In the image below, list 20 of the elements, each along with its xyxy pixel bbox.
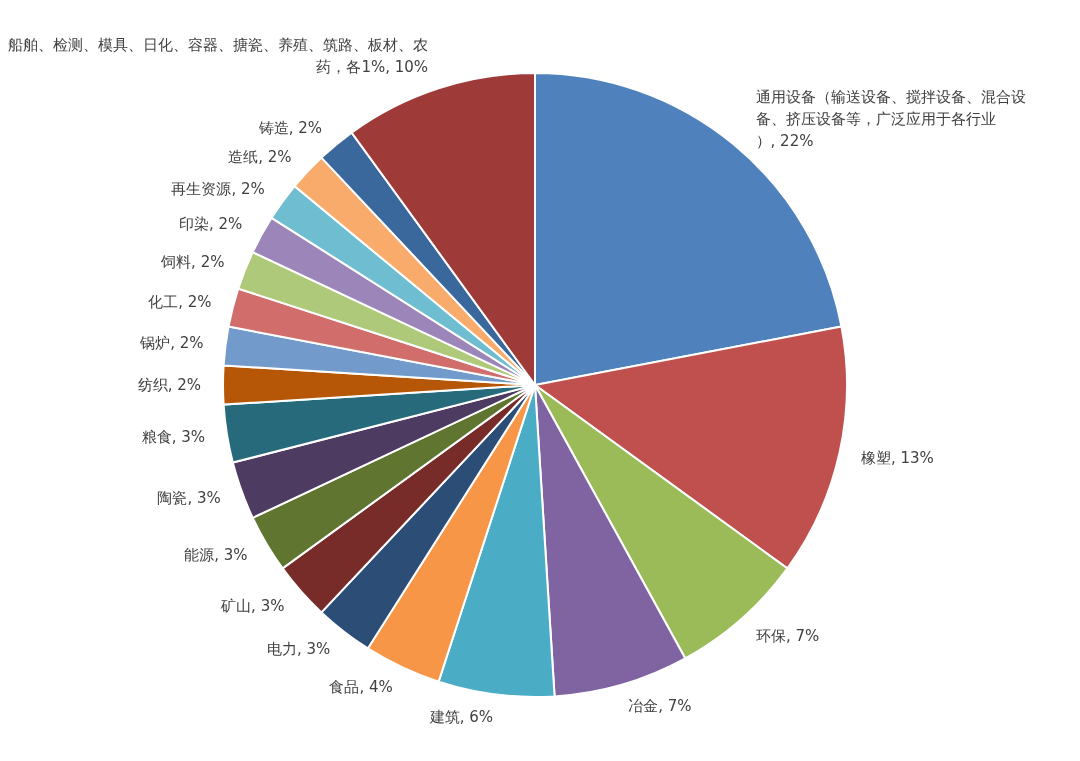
slice-label: 通用设备（输送设备、搅拌设备、混合设备、挤压设备等，广泛应用于各行业）, 22% xyxy=(755,87,1026,150)
slice-label: 锅炉, 2% xyxy=(139,334,204,353)
slice-label: 饲料, 2% xyxy=(160,253,225,272)
slice-label: 化工, 2% xyxy=(148,293,212,312)
slice-label: 船舶、检测、模具、日化、容器、搪瓷、养殖、筑路、板材、农药，各1%, 10% xyxy=(8,36,429,77)
slice-label: 建筑, 6% xyxy=(428,707,494,726)
slice-label: 纺织, 2% xyxy=(137,376,201,395)
slice-label: 粮食, 3% xyxy=(141,428,206,447)
slice-label: 环保, 7% xyxy=(755,626,820,645)
slice-label: 陶瓷, 3% xyxy=(157,489,221,508)
slice-label: 能源, 3% xyxy=(184,546,248,565)
slice-label: 冶金, 7% xyxy=(628,696,692,715)
slice-label: 铸造, 2% xyxy=(257,118,323,137)
slice-label: 橡塑, 13% xyxy=(860,449,934,468)
slice-label: 电力, 3% xyxy=(266,640,331,659)
slice-label: 印染, 2% xyxy=(178,215,243,234)
slice-label: 造纸, 2% xyxy=(228,147,292,166)
slice-label: 矿山, 3% xyxy=(220,597,285,616)
slice-label: 再生资源, 2% xyxy=(171,179,265,198)
slice-label: 食品, 4% xyxy=(329,678,393,697)
